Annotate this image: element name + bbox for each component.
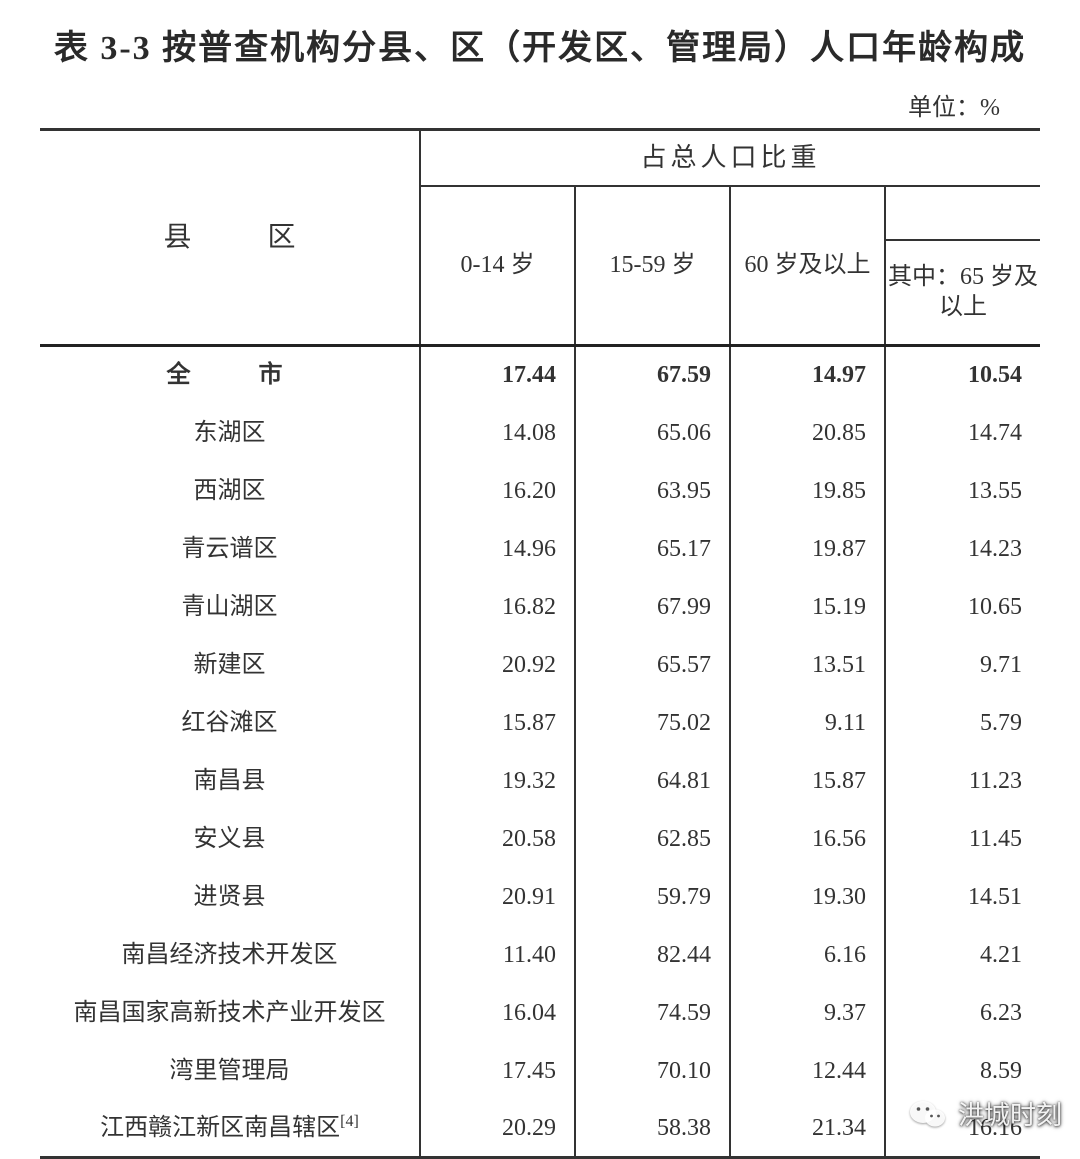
value-cell: 74.59	[575, 984, 730, 1042]
value-cell: 17.45	[420, 1042, 575, 1100]
table-row: 南昌国家高新技术产业开发区16.0474.599.376.23	[40, 984, 1040, 1042]
region-cell: 江西赣江新区南昌辖区[4]	[40, 1100, 420, 1158]
value-cell: 16.04	[420, 984, 575, 1042]
table-row: 南昌经济技术开发区11.4082.446.164.21	[40, 926, 1040, 984]
value-cell: 65.17	[575, 520, 730, 578]
table-row: 进贤县20.9159.7919.3014.51	[40, 868, 1040, 926]
table-title: 表 3-3 按普查机构分县、区（开发区、管理局）人口年龄构成	[40, 20, 1040, 69]
value-cell: 63.95	[575, 462, 730, 520]
value-cell: 65.57	[575, 636, 730, 694]
value-cell: 65.06	[575, 404, 730, 462]
table-row: 全 市17.4467.5914.9710.54	[40, 346, 1040, 404]
region-cell: 青云谱区	[40, 520, 420, 578]
value-cell: 19.30	[730, 868, 885, 926]
value-cell: 5.79	[885, 694, 1040, 752]
value-cell: 9.37	[730, 984, 885, 1042]
value-cell: 14.51	[885, 868, 1040, 926]
table-body: 全 市17.4467.5914.9710.54东湖区14.0865.0620.8…	[40, 346, 1040, 1158]
region-cell: 红谷滩区	[40, 694, 420, 752]
value-cell: 11.40	[420, 926, 575, 984]
value-cell: 15.87	[730, 752, 885, 810]
value-cell: 10.65	[885, 578, 1040, 636]
header-group: 占总人口比重	[420, 130, 1040, 186]
region-cell: 西湖区	[40, 462, 420, 520]
value-cell: 12.44	[730, 1042, 885, 1100]
table-row: 红谷滩区15.8775.029.115.79	[40, 694, 1040, 752]
table-row: 青山湖区16.8267.9915.1910.65	[40, 578, 1040, 636]
table-row: 湾里管理局17.4570.1012.448.59	[40, 1042, 1040, 1100]
header-region: 县 区	[40, 130, 420, 346]
value-cell: 9.71	[885, 636, 1040, 694]
value-cell: 70.10	[575, 1042, 730, 1100]
value-cell: 20.29	[420, 1100, 575, 1158]
value-cell: 11.45	[885, 810, 1040, 868]
value-cell: 14.23	[885, 520, 1040, 578]
value-cell: 58.38	[575, 1100, 730, 1158]
value-cell: 20.91	[420, 868, 575, 926]
unit-label: 单位：%	[40, 87, 1040, 122]
table-row: 西湖区16.2063.9519.8513.55	[40, 462, 1040, 520]
value-cell: 19.87	[730, 520, 885, 578]
value-cell: 75.02	[575, 694, 730, 752]
region-cell: 青山湖区	[40, 578, 420, 636]
value-cell: 59.79	[575, 868, 730, 926]
value-cell: 14.97	[730, 346, 885, 404]
value-cell: 6.23	[885, 984, 1040, 1042]
region-cell: 东湖区	[40, 404, 420, 462]
region-cell: 安义县	[40, 810, 420, 868]
value-cell: 11.23	[885, 752, 1040, 810]
value-cell: 67.99	[575, 578, 730, 636]
header-15-59: 15-59 岁	[575, 186, 730, 346]
value-cell: 16.56	[730, 810, 885, 868]
value-cell: 20.92	[420, 636, 575, 694]
value-cell: 16.82	[420, 578, 575, 636]
region-cell: 进贤县	[40, 868, 420, 926]
value-cell: 4.21	[885, 926, 1040, 984]
value-cell: 16.16	[885, 1100, 1040, 1158]
table-row: 新建区20.9265.5713.519.71	[40, 636, 1040, 694]
value-cell: 8.59	[885, 1042, 1040, 1100]
value-cell: 82.44	[575, 926, 730, 984]
value-cell: 67.59	[575, 346, 730, 404]
value-cell: 9.11	[730, 694, 885, 752]
value-cell: 17.44	[420, 346, 575, 404]
region-cell: 南昌国家高新技术产业开发区	[40, 984, 420, 1042]
value-cell: 16.20	[420, 462, 575, 520]
region-cell: 新建区	[40, 636, 420, 694]
value-cell: 10.54	[885, 346, 1040, 404]
value-cell: 14.08	[420, 404, 575, 462]
age-composition-table: 县 区 占总人口比重 0-14 岁 15-59 岁 60 岁及以上 其中：65 …	[40, 128, 1040, 1159]
table-row: 东湖区14.0865.0620.8514.74	[40, 404, 1040, 462]
region-cell: 全 市	[40, 346, 420, 404]
table-row: 安义县20.5862.8516.5611.45	[40, 810, 1040, 868]
table-row: 南昌县19.3264.8115.8711.23	[40, 752, 1040, 810]
value-cell: 14.74	[885, 404, 1040, 462]
table-row: 江西赣江新区南昌辖区[4]20.2958.3821.3416.16	[40, 1100, 1040, 1158]
header-60plus: 60 岁及以上	[730, 186, 885, 346]
value-cell: 13.55	[885, 462, 1040, 520]
value-cell: 15.19	[730, 578, 885, 636]
value-cell: 6.16	[730, 926, 885, 984]
value-cell: 19.85	[730, 462, 885, 520]
value-cell: 20.85	[730, 404, 885, 462]
value-cell: 21.34	[730, 1100, 885, 1158]
header-65plus: 其中：65 岁及以上	[885, 240, 1040, 346]
table-row: 青云谱区14.9665.1719.8714.23	[40, 520, 1040, 578]
value-cell: 14.96	[420, 520, 575, 578]
region-cell: 南昌县	[40, 752, 420, 810]
region-cell: 湾里管理局	[40, 1042, 420, 1100]
region-cell: 南昌经济技术开发区	[40, 926, 420, 984]
value-cell: 15.87	[420, 694, 575, 752]
header-0-14: 0-14 岁	[420, 186, 575, 346]
value-cell: 13.51	[730, 636, 885, 694]
value-cell: 19.32	[420, 752, 575, 810]
value-cell: 62.85	[575, 810, 730, 868]
value-cell: 64.81	[575, 752, 730, 810]
value-cell: 20.58	[420, 810, 575, 868]
